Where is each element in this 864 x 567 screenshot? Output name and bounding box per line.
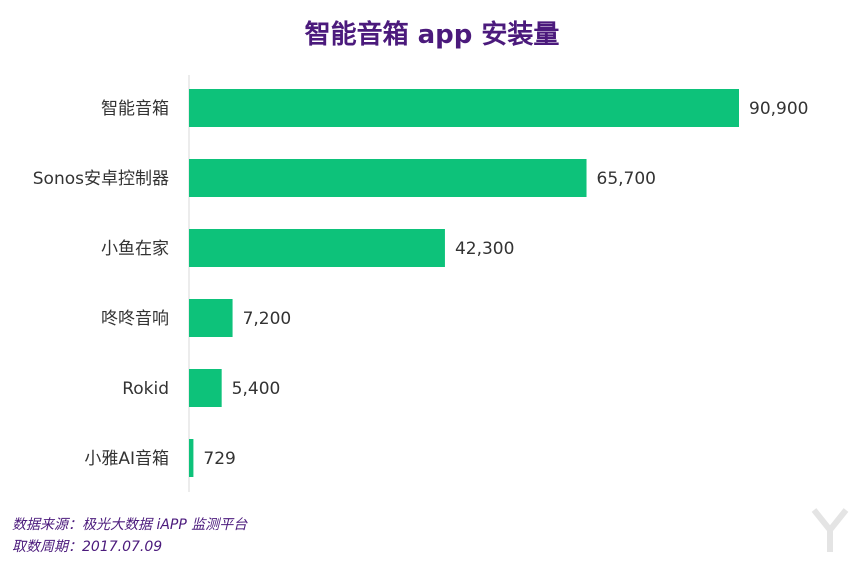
category-label: 小鱼在家 [101,239,169,259]
category-label: 智能音箱 [101,99,169,119]
bar [189,299,233,337]
bar [189,369,222,407]
category-label: Sonos安卓控制器 [33,169,169,189]
category-label: 小雅AI音箱 [84,449,169,469]
category-label: Rokid [122,379,169,399]
value-label: 7,200 [243,309,292,329]
chart-title: 智能音箱 app 安装量 [304,20,560,50]
value-label: 5,400 [232,379,281,399]
value-label: 729 [203,449,235,469]
value-label: 90,900 [749,99,808,119]
bar [189,89,739,127]
value-label: 42,300 [455,239,514,259]
bar [189,439,194,477]
bar [189,159,587,197]
category-label: 咚咚音响 [101,309,169,329]
watermark-logo [810,506,850,559]
source-note: 数据来源：极光大数据 iAPP 监测平台 [12,517,248,533]
period-note: 取数周期：2017.07.09 [12,539,163,555]
bar [189,229,445,267]
value-label: 65,700 [597,169,656,189]
bar-chart: 智能音箱 90,900 Sonos安卓控制器 65,700 小鱼在家 42,300 咚咚音响… [33,75,808,492]
logo-icon [811,508,849,552]
